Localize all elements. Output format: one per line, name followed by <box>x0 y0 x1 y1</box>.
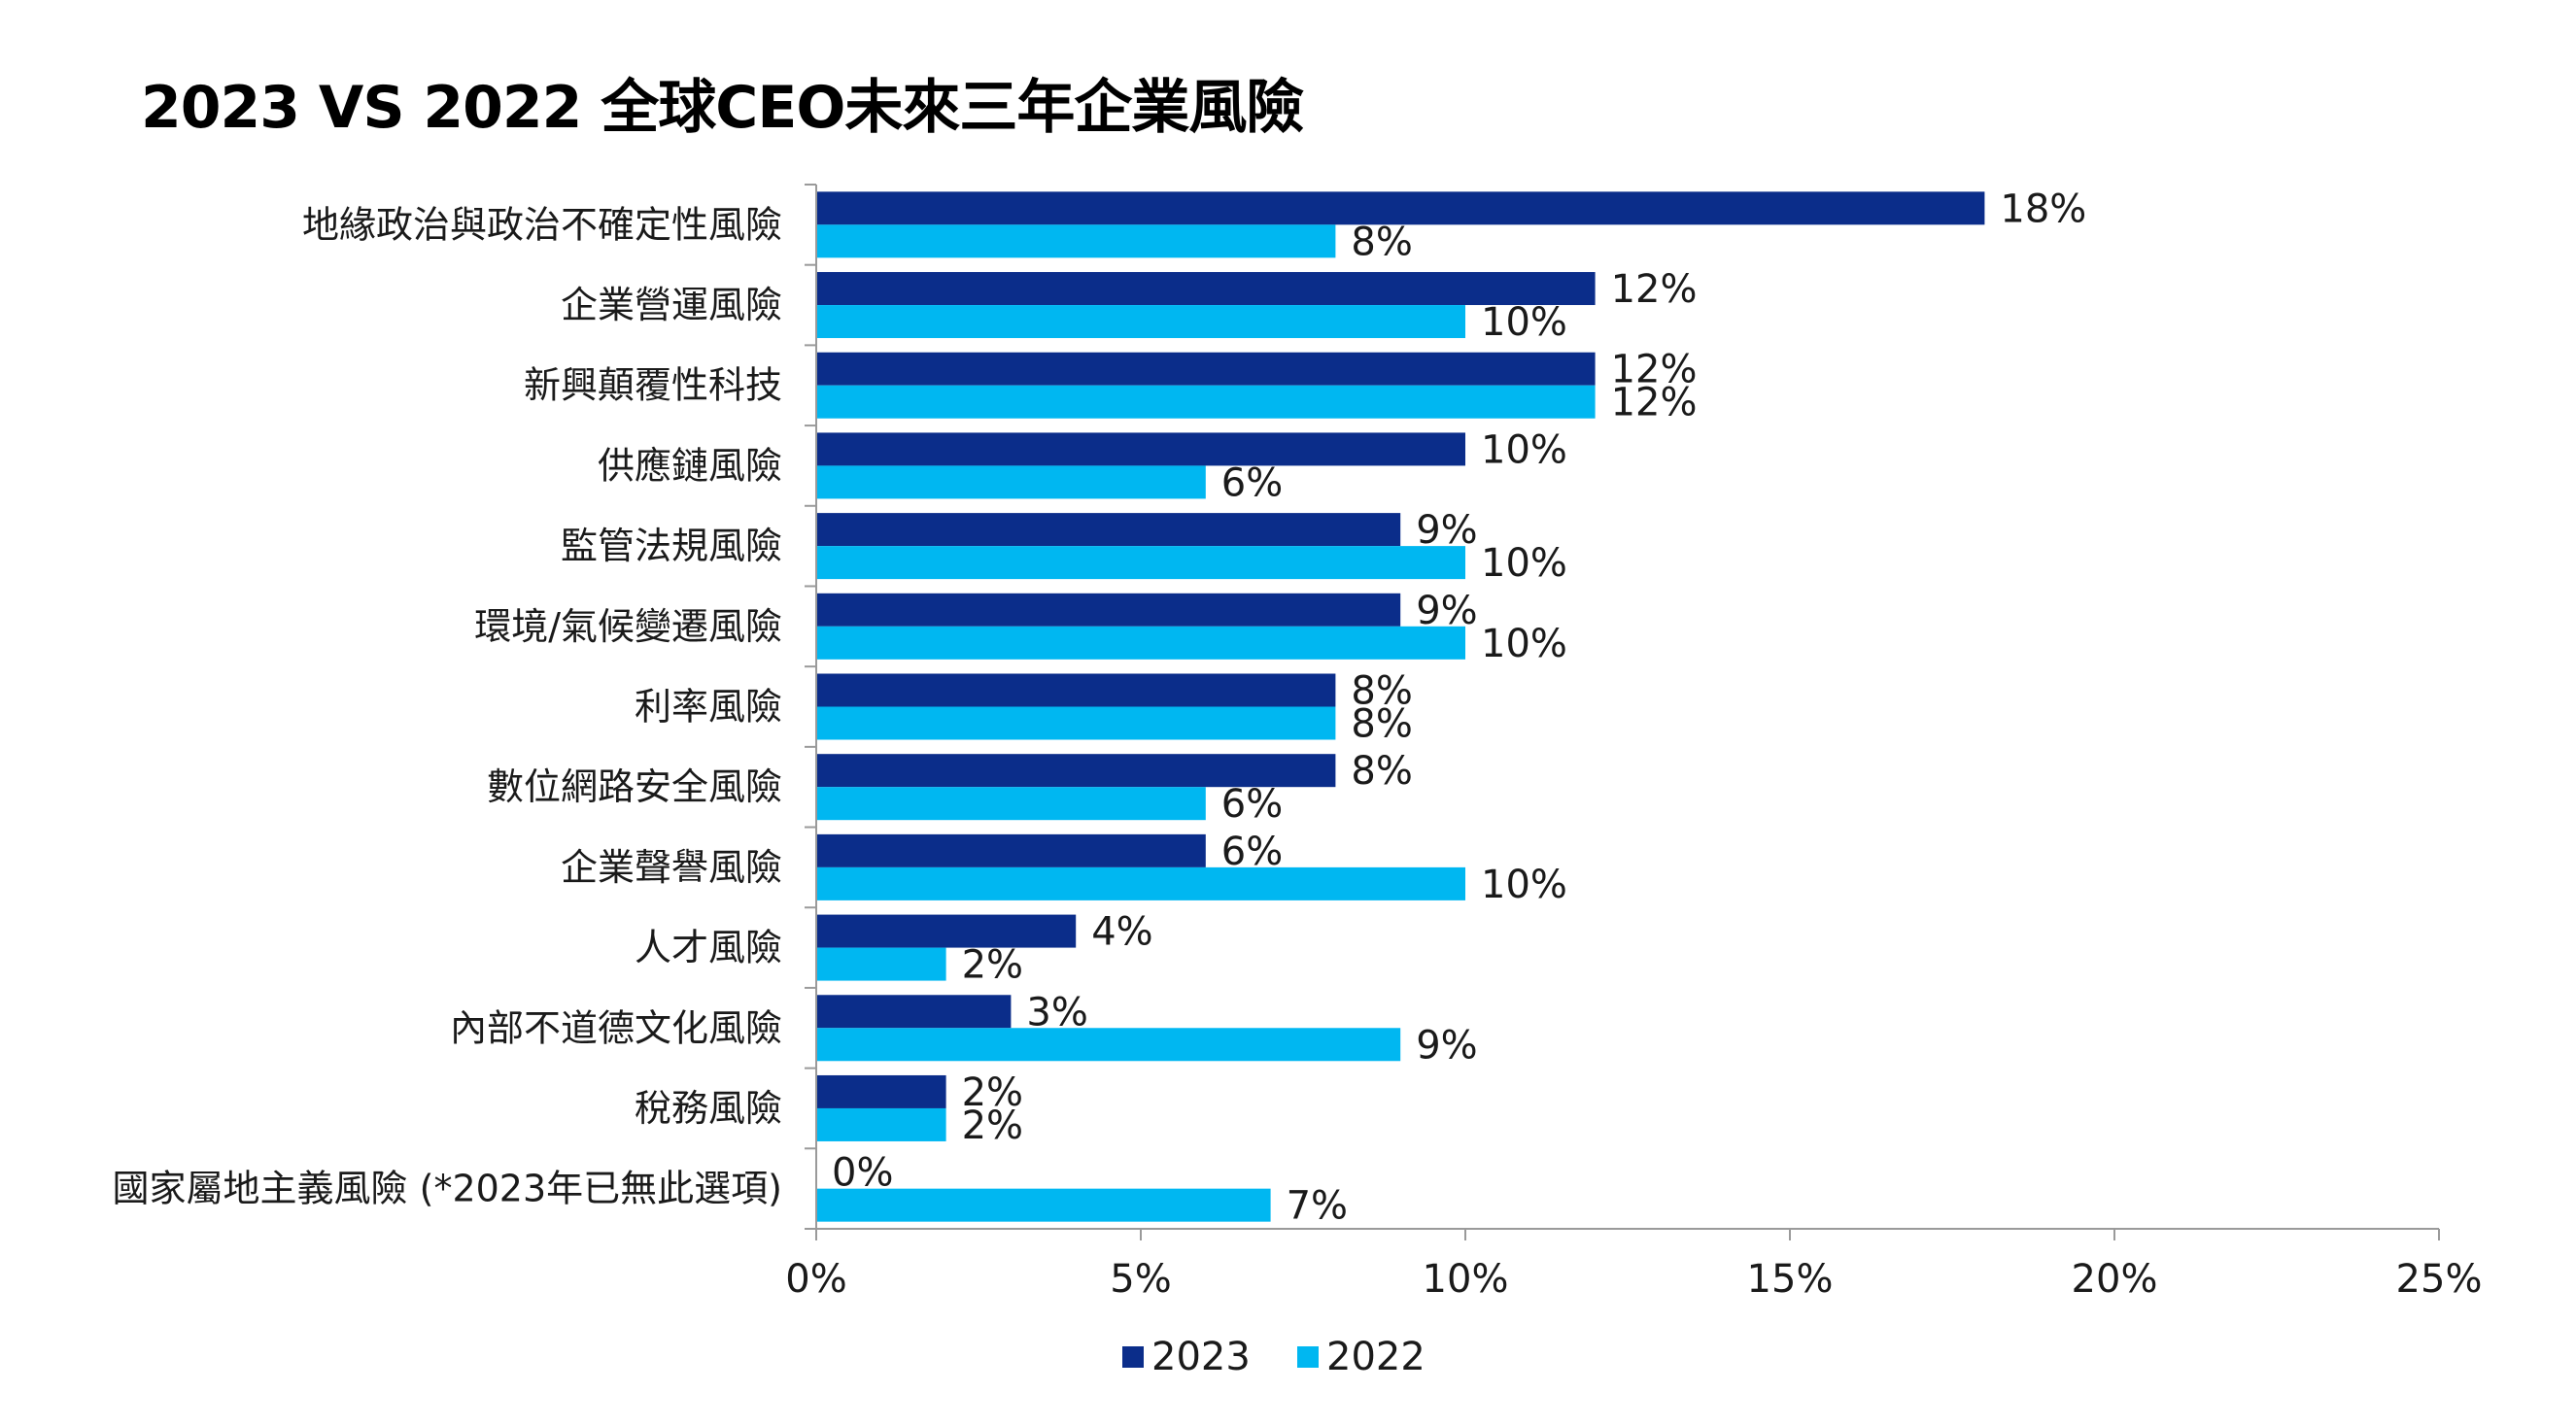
data-label-2023: 6% <box>1221 830 1283 874</box>
x-tick-label: 10% <box>1423 1257 1509 1302</box>
data-label-2022: 6% <box>1221 782 1283 827</box>
data-label-2023: 12% <box>1611 267 1698 312</box>
data-label-2023: 8% <box>1351 749 1412 794</box>
bar-2023 <box>816 191 1985 225</box>
data-label-2023: 0% <box>832 1151 893 1196</box>
bar-2022 <box>816 1028 1401 1062</box>
data-label-2023: 9% <box>1416 589 1477 633</box>
legend-swatch-2023 <box>1122 1346 1144 1368</box>
data-label-2023: 3% <box>1026 990 1087 1035</box>
bar-2022 <box>816 787 1206 821</box>
x-tick-label: 20% <box>2072 1257 2158 1302</box>
bar-2022 <box>816 866 1465 900</box>
bar-2023 <box>816 833 1206 867</box>
bar-2022 <box>816 706 1336 740</box>
bar-2022 <box>816 385 1596 419</box>
category-label: 新興顛覆性科技 <box>524 364 782 407</box>
category-label: 國家屬地主義風險 (*2023年已無此選項) <box>113 1168 782 1210</box>
data-label-2022: 6% <box>1221 460 1283 505</box>
data-label-2022: 7% <box>1287 1184 1348 1229</box>
data-label-2023: 18% <box>2000 187 2086 231</box>
category-label: 企業聲譽風險 <box>561 846 782 889</box>
bar-2023 <box>816 1074 946 1108</box>
data-label-2022: 10% <box>1481 300 1567 345</box>
data-label-2022: 2% <box>962 943 1023 988</box>
data-label-2022: 2% <box>962 1103 1023 1148</box>
bar-2023 <box>816 754 1336 788</box>
bar-2023 <box>816 432 1465 466</box>
x-tick-label: 0% <box>785 1257 846 1302</box>
legend-label-2022: 2022 <box>1326 1335 1425 1379</box>
bar-2022 <box>816 626 1465 660</box>
category-label: 供應鏈風險 <box>598 444 782 487</box>
legend-swatch-2022 <box>1297 1346 1319 1368</box>
bar-2023 <box>816 914 1077 948</box>
category-label: 監管法規風險 <box>561 525 782 567</box>
data-label-2022: 9% <box>1416 1023 1477 1068</box>
data-label-2023: 2% <box>962 1070 1023 1115</box>
data-label-2023: 12% <box>1611 348 1698 392</box>
data-label-2023: 10% <box>1481 427 1567 472</box>
bar-2022 <box>816 546 1465 580</box>
legend-label-2023: 2023 <box>1151 1335 1251 1379</box>
chart-title: 2023 VS 2022 全球CEO未來三年企業風險 <box>141 74 1304 142</box>
category-label: 環境/氣候變遷風險 <box>474 605 782 648</box>
category-label: 數位網路安全風險 <box>487 765 782 808</box>
data-label-2022: 10% <box>1481 863 1567 907</box>
bar-2023 <box>816 593 1401 627</box>
data-label-2022: 10% <box>1481 541 1567 586</box>
category-label: 地緣政治與政治不確定性風險 <box>302 203 782 246</box>
bar-2023 <box>816 272 1596 306</box>
bar-2023 <box>816 513 1401 547</box>
bar-2022 <box>816 305 1465 339</box>
bar-2022 <box>816 1188 1271 1222</box>
x-tick-label: 5% <box>1110 1257 1171 1302</box>
category-label: 稅務風險 <box>635 1087 782 1130</box>
data-label-2022: 8% <box>1351 702 1412 747</box>
bar-2022 <box>816 224 1336 258</box>
data-label-2023: 4% <box>1091 910 1152 955</box>
data-label-2022: 12% <box>1611 381 1698 425</box>
data-label-2022: 10% <box>1481 622 1567 666</box>
bar-2023 <box>816 673 1336 707</box>
category-label: 人才風險 <box>635 927 782 969</box>
bar-2022 <box>816 1107 946 1141</box>
category-label: 利率風險 <box>635 686 782 729</box>
bar-2023 <box>816 995 1012 1029</box>
data-label-2023: 9% <box>1416 508 1477 553</box>
x-tick-label: 25% <box>2396 1257 2483 1302</box>
data-label-2023: 8% <box>1351 669 1412 714</box>
category-label: 企業營運風險 <box>561 284 782 326</box>
bar-2022 <box>816 947 946 981</box>
bar-2023 <box>816 352 1596 386</box>
data-label-2022: 8% <box>1351 220 1412 264</box>
x-tick-label: 15% <box>1747 1257 1834 1302</box>
category-label: 內部不道德文化風險 <box>450 1006 782 1049</box>
bar-2022 <box>816 465 1206 499</box>
